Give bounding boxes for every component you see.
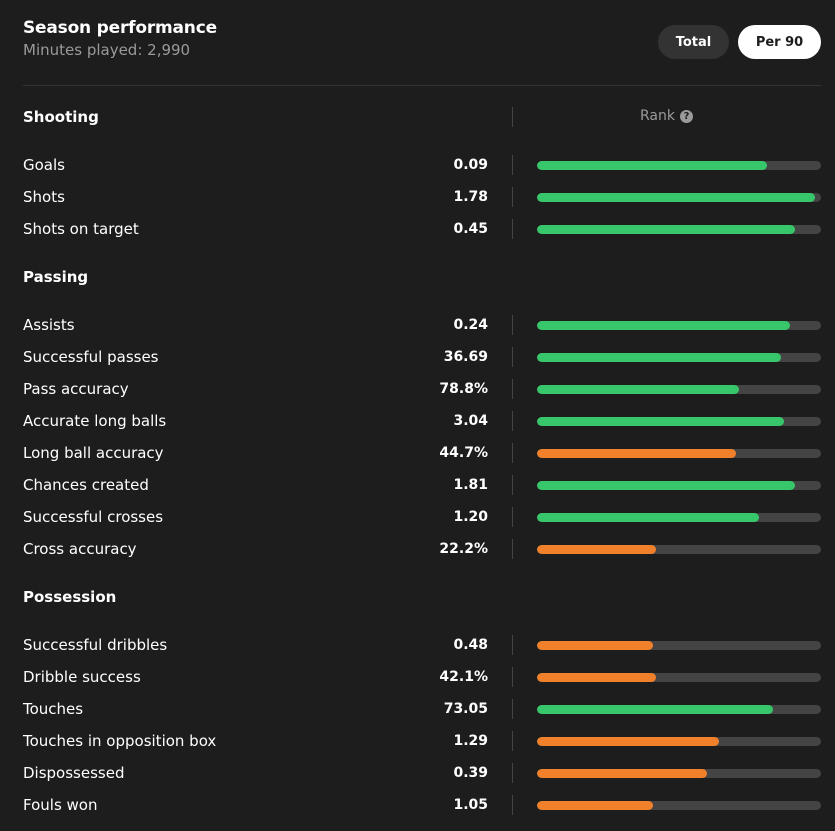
column-divider — [512, 315, 513, 335]
rank-bar-fill — [537, 513, 759, 522]
rank-bar-fill — [537, 353, 781, 362]
column-divider — [512, 635, 513, 655]
help-icon[interactable]: ? — [679, 109, 693, 123]
rank-bar-fill — [537, 769, 707, 778]
rank-bar-fill — [537, 193, 815, 202]
stat-value: 73.05 — [443, 701, 488, 717]
stat-label: Touches — [23, 700, 84, 718]
rank-bar-track — [537, 385, 821, 394]
stat-value: 36.69 — [443, 349, 488, 365]
stat-value: 3.04 — [453, 413, 488, 429]
rank-bar-track — [537, 737, 821, 746]
rank-bar-fill — [537, 641, 653, 650]
column-divider — [512, 219, 513, 239]
stat-label: Chances created — [23, 476, 149, 494]
stat-label: Dispossessed — [23, 764, 125, 782]
minutes-played: Minutes played: 2,990 — [23, 41, 191, 59]
stat-value: 0.24 — [453, 317, 488, 333]
stat-value: 0.45 — [453, 221, 488, 237]
column-divider — [512, 107, 513, 127]
section-title: Possession — [23, 588, 117, 606]
header: Season performance Minutes played: 2,990 — [23, 18, 217, 59]
stat-value: 22.2% — [439, 541, 488, 557]
stat-value: 44.7% — [439, 445, 488, 461]
column-divider — [512, 667, 513, 687]
stat-value: 1.81 — [453, 477, 488, 493]
rank-bar-fill — [537, 737, 719, 746]
column-divider — [512, 539, 513, 559]
rank-bar-fill — [537, 225, 795, 234]
rank-bar-track — [537, 545, 821, 554]
rank-bar-fill — [537, 449, 736, 458]
rank-bar-fill — [537, 321, 790, 330]
rank-bar-track — [537, 641, 821, 650]
column-divider — [512, 155, 513, 175]
stat-value: 1.29 — [453, 733, 488, 749]
header-divider — [23, 85, 821, 86]
total-toggle-button[interactable]: Total — [658, 25, 729, 59]
stat-value: 0.09 — [453, 157, 488, 173]
rank-bar-fill — [537, 481, 795, 490]
stat-label: Successful passes — [23, 348, 159, 366]
section-title: Shooting — [23, 108, 99, 126]
column-divider — [512, 187, 513, 207]
rank-bar-fill — [537, 161, 767, 170]
rank-header: Rank ? — [640, 108, 693, 124]
column-divider — [512, 507, 513, 527]
rank-bar-fill — [537, 673, 656, 682]
rank-bar-track — [537, 481, 821, 490]
rank-bar-track — [537, 321, 821, 330]
rank-bar-track — [537, 449, 821, 458]
rank-bar-track — [537, 417, 821, 426]
column-divider — [512, 347, 513, 367]
stat-value: 1.78 — [453, 189, 488, 205]
per90-toggle-button[interactable]: Per 90 — [738, 25, 821, 59]
stat-label: Touches in opposition box — [23, 732, 217, 750]
stat-label: Assists — [23, 316, 75, 334]
stat-value: 1.05 — [453, 797, 488, 813]
rank-bar-fill — [537, 417, 784, 426]
column-divider — [512, 699, 513, 719]
stat-label: Successful crosses — [23, 508, 164, 526]
rank-bar-fill — [537, 801, 653, 810]
rank-bar-fill — [537, 705, 773, 714]
stat-label: Cross accuracy — [23, 540, 137, 558]
stat-label: Shots on target — [23, 220, 139, 238]
rank-bar-track — [537, 225, 821, 234]
stat-label: Accurate long balls — [23, 412, 167, 430]
column-divider — [512, 379, 513, 399]
column-divider — [512, 443, 513, 463]
rank-bar-track — [537, 801, 821, 810]
stat-label: Pass accuracy — [23, 380, 129, 398]
stat-label: Goals — [23, 156, 65, 174]
rank-label: Rank — [640, 108, 675, 124]
stat-value: 78.8% — [439, 381, 488, 397]
column-divider — [512, 795, 513, 815]
stat-label: Successful dribbles — [23, 636, 168, 654]
column-divider — [512, 731, 513, 751]
column-divider — [512, 475, 513, 495]
rank-bar-track — [537, 705, 821, 714]
rank-bar-fill — [537, 385, 739, 394]
rank-bar-track — [537, 353, 821, 362]
rank-bar-track — [537, 193, 821, 202]
stat-label: Fouls won — [23, 796, 98, 814]
rank-bar-track — [537, 513, 821, 522]
rank-bar-track — [537, 161, 821, 170]
column-divider — [512, 763, 513, 783]
rank-bar-track — [537, 769, 821, 778]
stat-value: 1.20 — [453, 509, 488, 525]
page-title: Season performance — [23, 18, 217, 38]
rank-bar-fill — [537, 545, 656, 554]
section-title: Passing — [23, 268, 89, 286]
stat-label: Long ball accuracy — [23, 444, 164, 462]
column-divider — [512, 411, 513, 431]
stat-value: 42.1% — [439, 669, 488, 685]
stat-label: Shots — [23, 188, 65, 206]
stat-value: 0.48 — [453, 637, 488, 653]
rank-bar-track — [537, 673, 821, 682]
stat-value: 0.39 — [453, 765, 488, 781]
stat-label: Dribble success — [23, 668, 141, 686]
